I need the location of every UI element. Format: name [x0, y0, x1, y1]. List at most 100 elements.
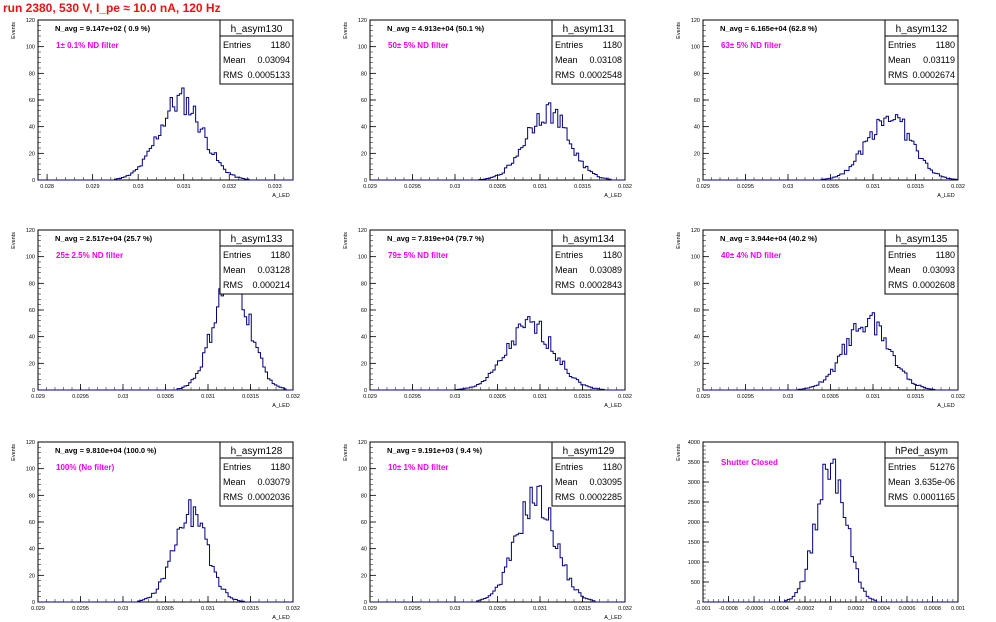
- histogram-line: [38, 263, 293, 391]
- filter-annotation: 40± 4% ND filter: [721, 251, 781, 260]
- y-tick-label: 40: [361, 335, 367, 341]
- y-tick-label: 120: [358, 18, 367, 24]
- y-tick-label: 100: [691, 255, 700, 261]
- x-tick-label: -0.0006: [745, 606, 764, 612]
- y-tick-label: 40: [29, 335, 35, 341]
- stats-label: Entries: [888, 462, 917, 472]
- histogram-line: [38, 499, 293, 603]
- n-avg-label: N_avg = 3.944e+04 (40.2 %): [720, 234, 818, 243]
- stats-label: RMS: [888, 280, 908, 290]
- histogram-line: [370, 485, 625, 603]
- y-axis-title: Events: [11, 232, 17, 249]
- y-tick-label: 120: [26, 440, 35, 446]
- page-title: run 2380, 530 V, I_pe ≈ 10.0 nA, 120 Hz: [3, 1, 221, 15]
- stats-label: Mean: [223, 477, 246, 487]
- x-tick-label: 0.03: [450, 184, 461, 190]
- y-axis-title: Events: [676, 232, 682, 249]
- stats-label: Mean: [555, 55, 578, 65]
- x-tick-label: -0.0002: [796, 606, 815, 612]
- x-tick-label: 0.0295: [404, 184, 421, 190]
- x-tick-label: 0.0008: [924, 606, 941, 612]
- y-axis-title: Events: [343, 232, 349, 249]
- panel-h_asym129: 0 20 40 60 80 100 120 0.029 0.0295 0.03 0.0305 0.03…: [343, 440, 632, 621]
- filter-annotation: Shutter Closed: [721, 458, 778, 467]
- y-tick-label: 20: [29, 573, 35, 579]
- y-tick-label: 60: [694, 98, 700, 104]
- histogram-name: h_asym131: [563, 24, 615, 35]
- n-avg-label: N_avg = 2.517e+04 (25.7 %): [55, 234, 153, 243]
- stats-box: [219, 245, 294, 295]
- y-tick-label: 40: [361, 125, 367, 131]
- x-tick-label: 0.032: [618, 184, 632, 190]
- y-tick-label: 40: [29, 125, 35, 131]
- histogram-name: hPed_asym: [895, 446, 948, 457]
- x-axis-title: A_LED: [604, 403, 621, 409]
- stats-value: 0.0005133: [247, 70, 290, 80]
- x-tick-label: 0.032: [618, 394, 632, 400]
- y-tick-label: 20: [694, 361, 700, 367]
- stats-label: RMS: [888, 492, 908, 502]
- histogram-line: [38, 87, 293, 181]
- y-tick-label: 1500: [688, 540, 700, 546]
- y-tick-label: 0: [32, 178, 35, 184]
- n-avg-label: N_avg = 9.191e+03 ( 9.4 %): [387, 446, 483, 455]
- x-tick-label: 0.03: [133, 184, 144, 190]
- x-tick-label: 0.031: [533, 394, 547, 400]
- stats-value: 1180: [936, 250, 955, 260]
- stats-value: 0.000214: [252, 280, 290, 290]
- x-tick-label: -0.001: [695, 606, 711, 612]
- x-tick-label: 0.029: [363, 184, 377, 190]
- stats-value: 1180: [603, 40, 622, 50]
- stats-value: 0.03108: [589, 55, 622, 65]
- y-tick-label: 100: [691, 45, 700, 51]
- stats-box: [219, 35, 294, 85]
- stats-label: RMS: [555, 492, 575, 502]
- x-tick-label: 0.03: [783, 394, 794, 400]
- y-tick-label: 2000: [688, 520, 700, 526]
- x-tick-label: 0.0004: [873, 606, 890, 612]
- x-tick-label: 0.032: [951, 184, 965, 190]
- stats-label: RMS: [223, 280, 243, 290]
- stats-value: 1180: [271, 462, 290, 472]
- x-tick-label: 0.032: [286, 394, 300, 400]
- filter-annotation: 100% (No filter): [56, 463, 115, 472]
- n-avg-label: N_avg = 6.165e+04 (62.8 %): [720, 24, 818, 33]
- y-tick-label: 60: [694, 308, 700, 314]
- y-tick-label: 40: [694, 125, 700, 131]
- stats-label: Entries: [223, 462, 252, 472]
- y-tick-label: 40: [694, 335, 700, 341]
- x-tick-label: 0.029: [696, 184, 710, 190]
- x-tick-label: 0.0305: [489, 394, 506, 400]
- x-tick-label: 0.0295: [404, 606, 421, 612]
- y-tick-label: 20: [361, 151, 367, 157]
- stats-value: 1180: [936, 40, 955, 50]
- x-axis-title: A_LED: [604, 193, 621, 199]
- stats-value: 0.03094: [257, 55, 290, 65]
- x-tick-label: 0.031: [177, 184, 191, 190]
- stats-box: [551, 245, 626, 295]
- x-axis-title: A_LED: [937, 403, 954, 409]
- stats-label: Mean: [555, 477, 578, 487]
- x-tick-label: 0.0305: [822, 394, 839, 400]
- histogram-line: [703, 114, 959, 181]
- y-tick-label: 0: [364, 600, 367, 606]
- n-avg-label: N_avg = 9.147e+02 ( 0.9 %): [55, 24, 151, 33]
- stats-box: [551, 35, 626, 85]
- panel-h_asym135: 0 20 40 60 80 100 120 0.029 0.0295 0.03 0.0305 0.03…: [676, 228, 965, 409]
- y-axis-title: Events: [11, 444, 17, 461]
- y-tick-label: 20: [694, 151, 700, 157]
- stats-box: [551, 457, 626, 507]
- stats-value: 51276: [930, 462, 955, 472]
- x-tick-label: 0.0305: [489, 184, 506, 190]
- stats-label: RMS: [555, 280, 575, 290]
- stats-value: 0.03093: [922, 265, 955, 275]
- stats-value: 1180: [603, 250, 622, 260]
- x-tick-label: 0.03: [118, 606, 129, 612]
- histogram-line: [370, 102, 625, 181]
- x-tick-label: 0.031: [201, 394, 215, 400]
- x-tick-label: 0.028: [40, 184, 54, 190]
- stats-label: Mean: [223, 265, 246, 275]
- y-tick-label: 120: [358, 228, 367, 234]
- x-tick-label: 0.031: [201, 606, 215, 612]
- panel-h_asym128: 0 20 40 60 80 100 120 0.029 0.0295 0.03 0.0305 0.03…: [11, 440, 300, 621]
